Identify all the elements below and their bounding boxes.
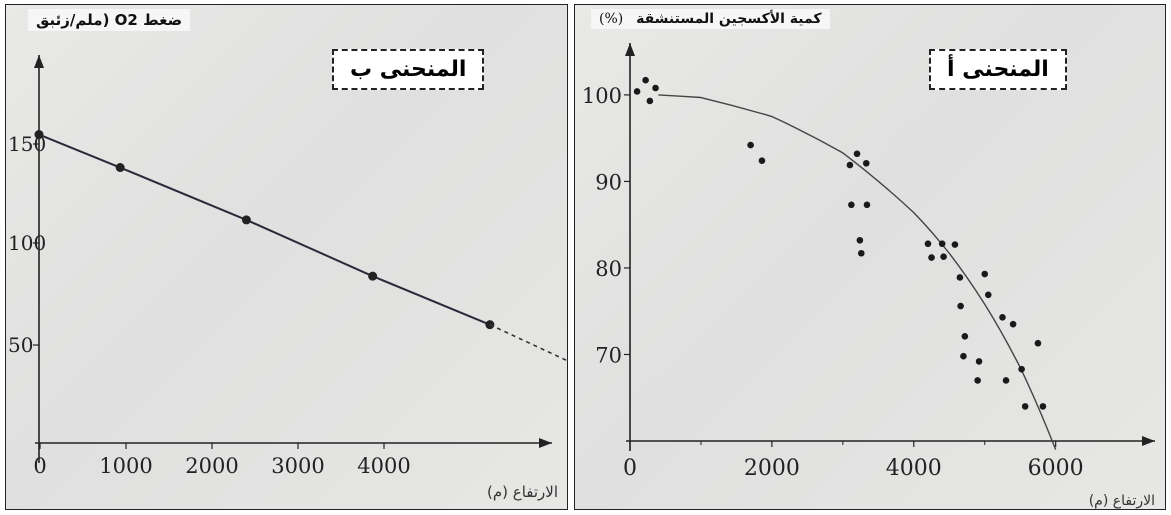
data-point-a xyxy=(1018,365,1025,373)
data-point-a xyxy=(999,313,1006,321)
y-axis-label-b: ضغط O2 (ملم/زئبق xyxy=(28,9,191,31)
y-tick-label-b: 50 xyxy=(8,333,33,357)
data-point-a xyxy=(1002,377,1010,384)
data-point-a xyxy=(940,253,947,261)
data-point-a xyxy=(646,97,654,105)
data-point-a xyxy=(642,76,649,84)
y-axis-label-a-text: كمية الأكسجين المستنشقة xyxy=(636,11,822,27)
data-point-a xyxy=(862,159,870,167)
curve-title-a: المنحنى أ xyxy=(929,49,1067,90)
data-point-a xyxy=(856,236,864,244)
data-point-a xyxy=(951,241,959,248)
data-point-a xyxy=(960,352,967,360)
data-point-b xyxy=(241,215,251,225)
data-point-a xyxy=(974,377,981,384)
data-point-a xyxy=(956,274,964,281)
data-point-a xyxy=(957,302,964,310)
x-tick-label-b: 0 xyxy=(33,454,46,478)
series-line-b xyxy=(38,133,491,326)
y-axis-a-head xyxy=(625,43,635,56)
chart-panel-a: كمية الأكسجين المستنشقة (%) المنحنى أ 0 2… xyxy=(574,4,1166,510)
y-axis-unit-a: (%) xyxy=(599,11,624,27)
data-point-a xyxy=(633,88,641,95)
data-point-a xyxy=(853,150,861,158)
data-point-a xyxy=(1009,320,1017,328)
extrapolation-line-b xyxy=(489,323,567,362)
data-point-a xyxy=(863,201,871,209)
trend-curve-a xyxy=(658,94,1057,450)
chart-a-svg: 0 2000 4000 6000 70 80 90 100 (م) الارتفاع xyxy=(582,43,1155,509)
data-point-b xyxy=(34,130,44,140)
data-point-a xyxy=(848,201,855,209)
chart-panel-b: ضغط O2 (ملم/زئبق المنحنى ب 0 1000 2000 3000… xyxy=(5,4,568,510)
x-tick-label-a: 2000 xyxy=(744,456,800,481)
x-tick-label-b: 1000 xyxy=(99,454,152,478)
data-point-a xyxy=(981,270,989,278)
data-point-a xyxy=(1034,339,1042,347)
data-point-b xyxy=(368,271,378,281)
data-point-b xyxy=(115,163,125,173)
data-point-a xyxy=(975,358,983,365)
x-tick-label-b: 4000 xyxy=(357,454,410,478)
data-point-a xyxy=(1021,403,1029,410)
x-axis-b-head xyxy=(539,438,552,448)
x-axis-label-b: (م) الارتفاع xyxy=(487,483,558,501)
x-axis-label-a: (م) الارتفاع xyxy=(1089,493,1155,509)
y-tick-label-a: 70 xyxy=(595,343,622,367)
data-point-a xyxy=(928,254,935,261)
data-point-a xyxy=(984,291,992,299)
y-tick-label-a: 80 xyxy=(595,257,622,281)
data-point-a xyxy=(961,333,969,340)
data-point-a xyxy=(924,240,932,248)
data-point-a xyxy=(1039,403,1047,410)
y-tick-label-a: 100 xyxy=(582,84,622,108)
y-tick-label-b: 100 xyxy=(8,231,46,255)
data-point-a xyxy=(652,84,659,92)
x-tick-label-b: 2000 xyxy=(185,454,238,478)
data-point-a xyxy=(758,157,766,164)
x-tick-label-b: 3000 xyxy=(271,454,324,478)
y-tick-label-a: 90 xyxy=(595,170,622,194)
y-axis-b-head xyxy=(34,55,44,68)
data-point-a xyxy=(857,249,865,257)
data-point-a xyxy=(747,141,754,149)
x-tick-label-a: 4000 xyxy=(886,456,942,481)
x-axis-a-head xyxy=(1142,436,1155,446)
x-tick-label-a: 6000 xyxy=(1028,456,1084,481)
y-axis-label-a: كمية الأكسجين المستنشقة (%) xyxy=(591,9,830,29)
x-tick-label-a: 0 xyxy=(623,456,637,481)
data-point-a xyxy=(846,161,854,169)
data-point-a xyxy=(938,240,946,248)
curve-title-b: المنحنى ب xyxy=(332,49,485,90)
